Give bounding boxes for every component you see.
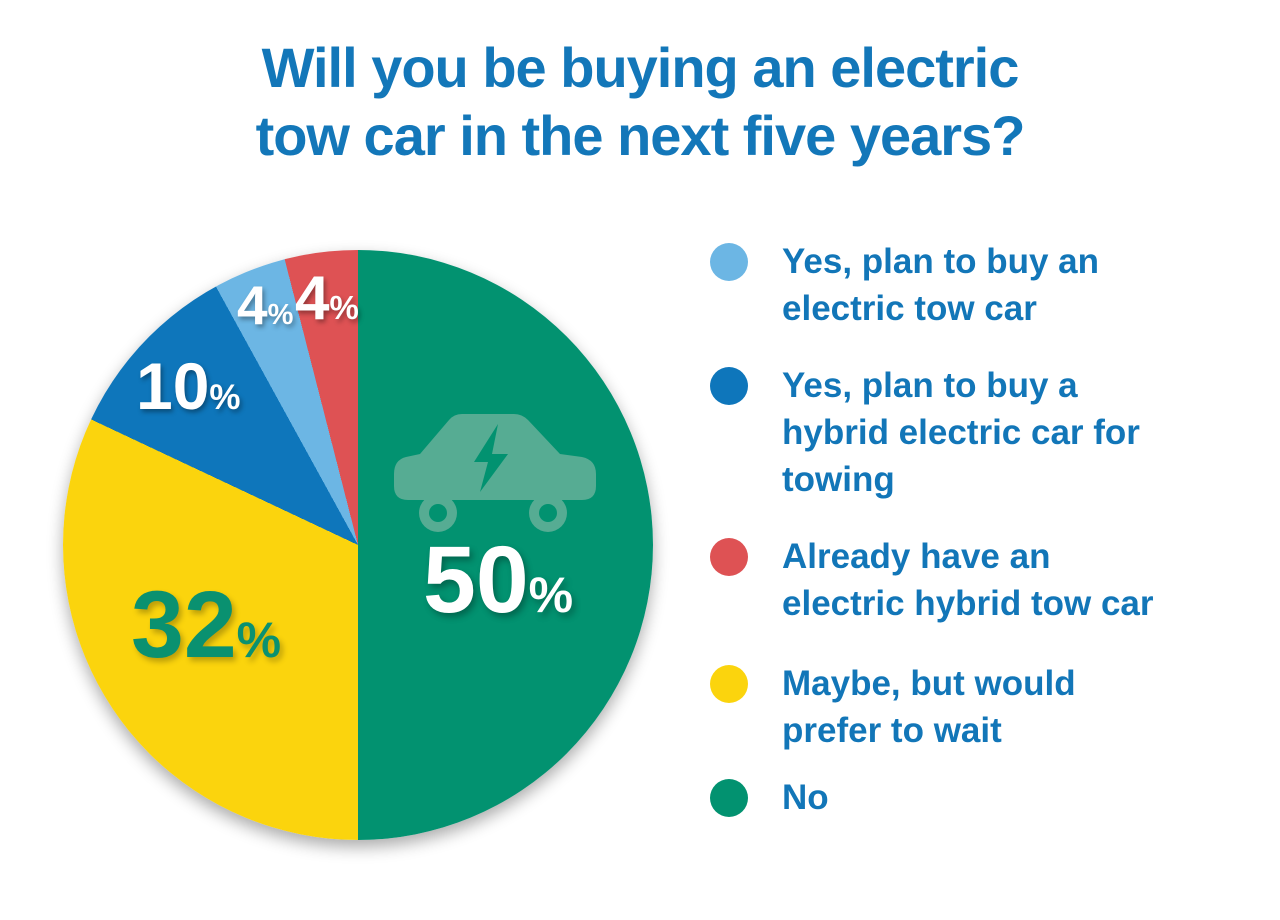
legend-item-no: No — [710, 774, 1240, 821]
car-rear-wheel-hub — [429, 504, 447, 522]
legend-label-maybe-wait: Maybe, but would prefer to wait — [782, 664, 1076, 750]
slice-label-hybrid-electric: 10% — [136, 353, 241, 419]
slice-value: 4 — [295, 264, 330, 333]
legend-label-already-have: Already have an electric hybrid tow car — [782, 537, 1154, 623]
legend-dot-maybe-wait — [710, 665, 748, 703]
pie-chart — [63, 250, 653, 840]
slice-value: 32 — [131, 572, 237, 678]
slice-label-maybe-wait: 32% — [131, 578, 281, 673]
legend-label-no: No — [782, 778, 829, 817]
legend-dot-electric-tow-car — [710, 243, 748, 281]
percent-sign: % — [236, 612, 282, 668]
legend-label-hybrid-electric: Yes, plan to buy a hybrid electric car f… — [782, 366, 1140, 499]
electric-car-icon — [394, 414, 596, 532]
car-front-wheel-hub — [539, 504, 557, 522]
lightning-bolt-icon — [474, 424, 508, 492]
pie-area: 50% 32% 10% 4% 4% — [63, 250, 653, 840]
slice-label-electric-tow-car: 4% — [237, 278, 293, 333]
slice-label-already-have: 4% — [295, 268, 359, 330]
legend-item-electric-tow-car: Yes, plan to buy an electric tow car — [710, 238, 1240, 332]
slice-value: 10 — [136, 349, 210, 423]
slice-value: 4 — [237, 274, 268, 336]
legend-label-electric-tow-car: Yes, plan to buy an electric tow car — [782, 242, 1100, 328]
legend: Yes, plan to buy an electric tow car Yes,… — [710, 238, 1240, 821]
percent-sign: % — [209, 378, 241, 417]
legend-dot-already-have — [710, 538, 748, 576]
percent-sign: % — [329, 289, 359, 326]
legend-item-already-have: Already have an electric hybrid tow car — [710, 533, 1240, 627]
slice-label-no: 50% — [423, 533, 573, 628]
legend-item-maybe-wait: Maybe, but would prefer to wait — [710, 660, 1240, 754]
slice-value: 50 — [423, 527, 529, 633]
chart-title: Will you be buying an electric tow car i… — [255, 36, 1026, 167]
percent-sign: % — [267, 299, 294, 331]
legend-item-hybrid-electric: Yes, plan to buy a hybrid electric car f… — [710, 362, 1240, 503]
percent-sign: % — [528, 567, 574, 623]
legend-dot-hybrid-electric — [710, 367, 748, 405]
legend-dot-no — [710, 779, 748, 817]
